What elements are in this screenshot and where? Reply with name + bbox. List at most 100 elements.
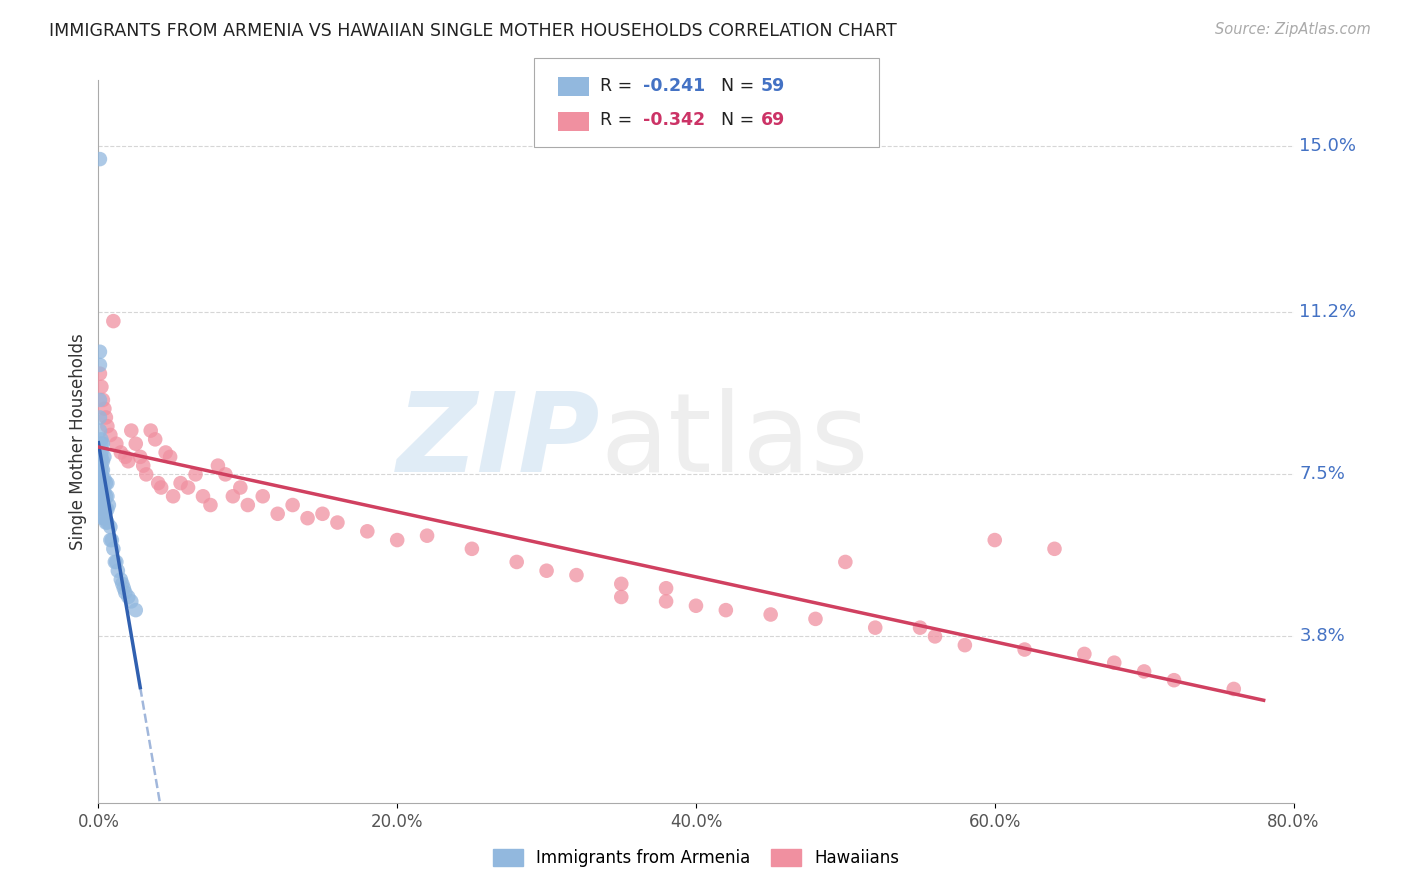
Point	[191, 489, 214, 503]
Point	[714, 603, 737, 617]
Point	[117, 590, 139, 604]
Point	[96, 419, 118, 434]
Point	[120, 594, 142, 608]
Point	[207, 458, 229, 473]
Point	[93, 484, 115, 499]
Text: N =: N =	[721, 112, 761, 129]
Point	[297, 511, 319, 525]
Point	[91, 476, 114, 491]
Point	[506, 555, 529, 569]
Point	[311, 507, 333, 521]
Point	[110, 573, 132, 587]
Point	[565, 568, 588, 582]
Point	[90, 436, 112, 450]
Point	[101, 533, 124, 547]
Text: 11.2%: 11.2%	[1299, 303, 1357, 321]
Point	[120, 424, 142, 438]
Text: -0.342: -0.342	[643, 112, 704, 129]
Point	[91, 454, 114, 468]
Point	[89, 410, 111, 425]
Point	[135, 467, 157, 482]
Legend: Immigrants from Armenia, Hawaiians: Immigrants from Armenia, Hawaiians	[486, 842, 905, 874]
Point	[111, 577, 134, 591]
Point	[177, 481, 200, 495]
Point	[148, 476, 170, 491]
Point	[98, 428, 122, 442]
Point	[1223, 681, 1246, 696]
Point	[1133, 665, 1156, 679]
Point	[184, 467, 207, 482]
Point	[804, 612, 827, 626]
Point	[103, 314, 125, 328]
Text: 69: 69	[761, 112, 785, 129]
Point	[104, 555, 127, 569]
Point	[214, 467, 236, 482]
Point	[94, 489, 117, 503]
Point	[98, 520, 122, 534]
Point	[114, 585, 136, 599]
Point	[90, 489, 112, 503]
Point	[90, 498, 112, 512]
Point	[90, 476, 112, 491]
Point	[91, 436, 114, 450]
Point	[169, 476, 191, 491]
Point	[252, 489, 274, 503]
Point	[103, 541, 125, 556]
Point	[90, 380, 112, 394]
Point	[139, 424, 162, 438]
Point	[96, 516, 118, 530]
Point	[834, 555, 856, 569]
Point	[112, 581, 135, 595]
Point	[924, 629, 946, 643]
Point	[125, 603, 148, 617]
Point	[110, 445, 132, 459]
Point	[1073, 647, 1095, 661]
Point	[267, 507, 290, 521]
Point	[94, 516, 117, 530]
Point	[90, 458, 112, 473]
Point	[97, 498, 120, 512]
Point	[91, 392, 114, 407]
Point	[326, 516, 349, 530]
Point	[129, 450, 152, 464]
Point	[200, 498, 222, 512]
Point	[356, 524, 378, 539]
Text: 3.8%: 3.8%	[1299, 627, 1346, 646]
Point	[89, 152, 111, 166]
Point	[90, 445, 112, 459]
Point	[90, 472, 112, 486]
Point	[114, 450, 136, 464]
Point	[96, 489, 118, 503]
Point	[281, 498, 304, 512]
Point	[105, 555, 128, 569]
Point	[159, 450, 181, 464]
Point	[236, 498, 259, 512]
Point	[90, 484, 112, 499]
Text: R =: R =	[600, 112, 638, 129]
Point	[89, 424, 111, 438]
Text: 7.5%: 7.5%	[1299, 466, 1346, 483]
Point	[91, 498, 114, 512]
Point	[1014, 642, 1036, 657]
Point	[90, 463, 112, 477]
Point	[90, 467, 112, 482]
Y-axis label: Single Mother Households: Single Mother Households	[69, 334, 87, 549]
Point	[759, 607, 782, 622]
Point	[610, 590, 633, 604]
Text: N =: N =	[721, 77, 761, 95]
Text: 15.0%: 15.0%	[1299, 137, 1357, 155]
Text: atlas: atlas	[600, 388, 869, 495]
Point	[91, 472, 114, 486]
Text: ZIP: ZIP	[396, 388, 600, 495]
Point	[107, 564, 129, 578]
Point	[416, 529, 439, 543]
Point	[91, 484, 114, 499]
Point	[125, 436, 148, 450]
Text: Source: ZipAtlas.com: Source: ZipAtlas.com	[1215, 22, 1371, 37]
Point	[89, 392, 111, 407]
Point	[93, 450, 115, 464]
Point	[685, 599, 707, 613]
Point	[91, 489, 114, 503]
Text: R =: R =	[600, 77, 638, 95]
Point	[96, 502, 118, 516]
